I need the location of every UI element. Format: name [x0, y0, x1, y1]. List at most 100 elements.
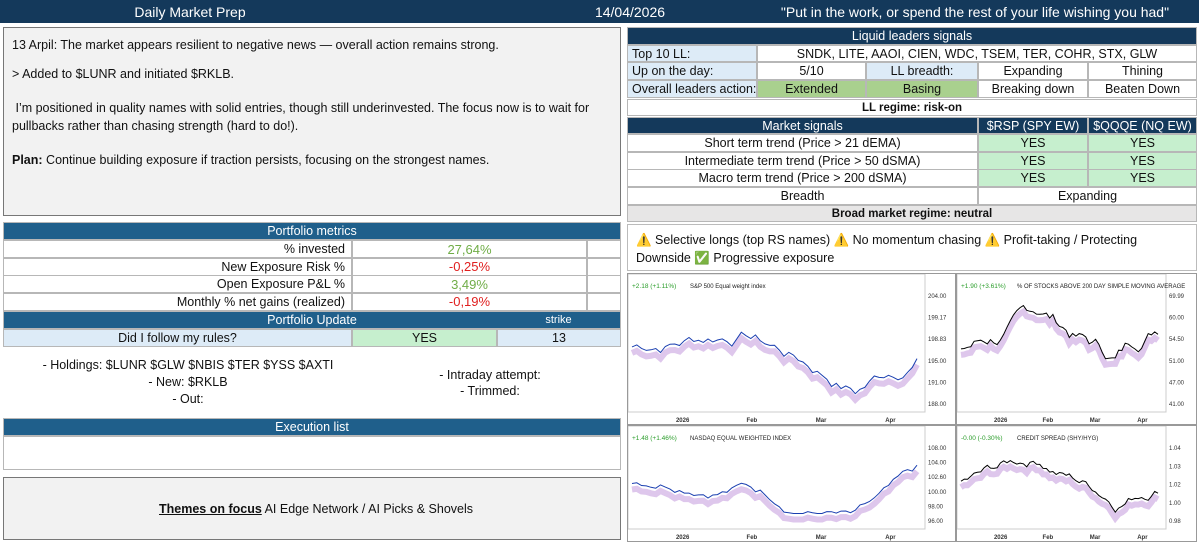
row-label: LL breadth:: [866, 62, 978, 80]
metric-value: 27,64%: [352, 240, 587, 258]
y-tick-label: 100.00: [928, 490, 947, 496]
x-tick-label: Feb: [1043, 535, 1054, 541]
breadth-option: Expanding: [978, 62, 1088, 80]
note-line: I’m positioned in quality names with sol…: [12, 101, 590, 115]
x-tick-label: Feb: [747, 535, 758, 541]
note-line: > Added to $LUNR and initiated $RKLB.: [12, 67, 235, 81]
section-header: Execution list: [3, 418, 621, 436]
y-tick-label: 0.98: [1169, 519, 1181, 525]
y-tick-label: 98.00: [928, 504, 944, 510]
axis-frame: [957, 274, 1167, 413]
y-tick-label: 104.00: [928, 461, 947, 467]
bullets-box: ⚠️ Selective longs (top RS names) ⚠️ No …: [627, 224, 1197, 271]
metric-spacer: [587, 292, 621, 311]
chart-title: NASDAQ EQUAL WEIGHTED INDEX: [690, 436, 791, 442]
chart-title: % OF STOCKS ABOVE 200 DAY SIMPLE MOVING …: [1017, 284, 1185, 290]
up-value: 5/10: [757, 62, 866, 80]
y-tick-label: 51.00: [1169, 359, 1185, 365]
signal-label: Macro term trend (Price > 200 dSMA): [627, 169, 978, 188]
y-tick-label: 108.00: [928, 446, 947, 452]
y-tick-label: 195.00: [928, 359, 947, 365]
breadth-option: Thining: [1088, 62, 1197, 80]
chart-change: -0.00 (-0.30%): [961, 435, 1003, 442]
signal-value: YES: [978, 169, 1088, 188]
chart-change: +1.48 (+1.46%): [632, 435, 677, 442]
holdings-line: - New: $RKLB: [148, 374, 228, 389]
row-label: Top 10 LL:: [627, 45, 757, 62]
y-tick-label: 1.02: [1169, 483, 1181, 489]
x-tick-label: 2026: [676, 535, 690, 541]
chart-change: +2.18 (+1.11%): [632, 283, 676, 290]
axis-frame: [628, 274, 926, 413]
column-header: $QQQE (NQ EW): [1088, 117, 1197, 134]
y-tick-label: 198.83: [928, 337, 947, 343]
metric-value: 3,49%: [352, 275, 587, 293]
row-label: Up on the day:: [627, 62, 757, 80]
metric-value: -0,19%: [352, 292, 587, 311]
x-tick-label: 2026: [994, 418, 1008, 424]
y-tick-label: 60.00: [1169, 316, 1185, 322]
axis-frame: [628, 426, 926, 530]
execution-box: [3, 436, 621, 470]
y-tick-label: 69.99: [1169, 294, 1185, 300]
themes-box: Themes on focus AI Edge Network / AI Pic…: [3, 477, 621, 540]
holdings-line: - Holdings: $LUNR $GLW $NBIS $TER $YSS $…: [42, 357, 334, 372]
intraday-line: - Intraday attempt:: [439, 367, 541, 382]
strike-count: 13: [497, 329, 621, 347]
x-tick-label: Mar: [816, 418, 827, 424]
x-tick-label: Feb: [1043, 418, 1054, 424]
breadth-value: Expanding: [978, 187, 1197, 205]
action-option: Beaten Down: [1088, 80, 1197, 98]
ll-regime: LL regime: risk-on: [627, 99, 1197, 116]
header-quote: "Put in the work, or spend the rest of y…: [780, 3, 1170, 20]
signal-value: YES: [978, 134, 1088, 152]
note-line: Plan: Continue building exposure if trac…: [12, 152, 489, 169]
section-header: Portfolio metrics: [3, 222, 621, 240]
axis-frame: [957, 426, 1167, 530]
y-tick-label: 1.04: [1169, 446, 1181, 452]
section-header: Market signals: [627, 117, 978, 134]
chart-change: +1.90 (+3.61%): [961, 283, 1006, 290]
section-header: Liquid leaders signals: [627, 27, 1197, 45]
metric-spacer: [587, 240, 621, 258]
note-line: 13 Arpil: The market appears resilient t…: [12, 38, 499, 52]
signal-value: YES: [1088, 134, 1197, 152]
row-label: Overall leaders action:: [627, 80, 757, 98]
note-line: pullbacks rather than chasing strength (…: [12, 119, 299, 133]
signal-value: YES: [1088, 169, 1197, 188]
price-trace: [631, 464, 918, 514]
y-tick-label: 96.00: [928, 519, 944, 525]
x-tick-label: Mar: [1090, 535, 1101, 541]
x-tick-label: 2026: [994, 535, 1008, 541]
header-date: 14/04/2026: [594, 3, 666, 20]
bullet-line: ⚠️ Selective longs (top RS names) ⚠️ No …: [636, 233, 1138, 247]
strike-label: strike: [545, 314, 572, 326]
chart-panel: +2.18 (+1.11%) S&P 500 Equal weight index…: [627, 273, 956, 425]
y-tick-label: 41.00: [1169, 402, 1185, 408]
signal-value: YES: [978, 151, 1088, 170]
broad-regime: Broad market regime: neutral: [627, 205, 1197, 222]
chart-panel: +1.90 (+3.61%) % OF STOCKS ABOVE 200 DAY …: [956, 273, 1197, 425]
x-tick-label: Apr: [1137, 535, 1148, 541]
metric-value: -0,25%: [352, 257, 587, 276]
y-tick-label: 47.00: [1169, 380, 1185, 386]
y-tick-label: 199.17: [928, 316, 947, 322]
chart-panel: -0.00 (-0.30%) CREDIT SPREAD (SHY/HYG) 1.0…: [956, 425, 1197, 542]
breadth-label: Breadth: [627, 187, 978, 205]
top10-list: SNDK, LITE, AAOI, CIEN, WDC, TSEM, TER, …: [757, 45, 1197, 62]
y-tick-label: 1.00: [1169, 501, 1181, 507]
action-option: Basing: [866, 80, 978, 98]
themes-text: AI Edge Network / AI Picks & Shovels: [261, 502, 474, 516]
rules-answer: YES: [352, 329, 497, 347]
column-header: $RSP (SPY EW): [978, 117, 1088, 134]
notes-box: 13 Arpil: The market appears resilient t…: [3, 27, 621, 216]
y-tick-label: 191.00: [928, 380, 947, 386]
y-tick-label: 54.50: [1169, 337, 1185, 343]
action-option: Breaking down: [978, 80, 1088, 98]
metric-label: Open Exposure P&L %: [3, 275, 352, 293]
x-tick-label: Feb: [747, 418, 758, 424]
y-tick-label: 204.00: [928, 294, 947, 300]
ma-band: [959, 463, 1160, 524]
x-tick-label: Apr: [885, 535, 896, 541]
